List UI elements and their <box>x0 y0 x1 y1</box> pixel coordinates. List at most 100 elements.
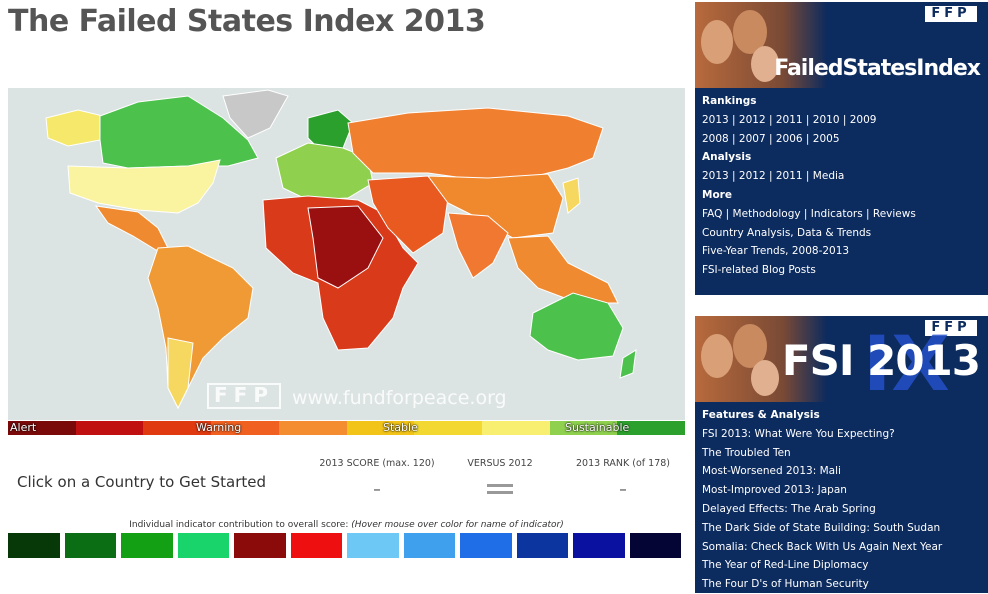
indicator-swatch[interactable] <box>234 533 286 558</box>
section-heading: Rankings <box>702 95 757 107</box>
page-title: The Failed States Index 2013 <box>8 4 486 39</box>
indicator-swatch[interactable] <box>290 533 342 558</box>
equal-bar <box>487 491 513 494</box>
equal-bar <box>487 484 513 487</box>
legend-swatch <box>617 421 686 435</box>
world-map[interactable]: FFP www.fundforpeace.org <box>8 88 685 420</box>
legend-bar <box>8 421 686 435</box>
new-zealand[interactable] <box>619 349 637 379</box>
sidebar-links: Rankings 2013 | 2012 | 2011 | 2010 | 2009… <box>695 88 988 280</box>
header-overlay: IX <box>863 319 950 403</box>
section-heading: Analysis <box>702 151 752 164</box>
fist <box>733 10 767 54</box>
central-africa[interactable] <box>307 205 384 289</box>
legend-swatch <box>481 421 550 435</box>
stat-label: 2013 RANK (of 178) <box>576 458 670 469</box>
section-heading: Features & Analysis <box>702 409 820 421</box>
sidebar-link[interactable]: The Year of Red-Line Diplomacy <box>702 559 869 572</box>
sidebar-link[interactable]: 2013 | 2012 | 2011 | Media <box>702 170 845 183</box>
india[interactable] <box>447 212 509 279</box>
watermark-logo-box <box>207 383 281 409</box>
header-art <box>695 316 988 402</box>
legend-swatch <box>346 421 415 435</box>
logo-box <box>925 320 977 336</box>
sidebar-link[interactable]: FAQ | Methodology | Indicators | Reviews <box>702 207 916 220</box>
sidebar-links: Features & Analysis FSI 2013: What Were Y… <box>695 402 988 594</box>
stat-label: VERSUS 2012 <box>467 458 533 469</box>
fist <box>751 360 779 396</box>
southeast-asia[interactable] <box>507 235 619 304</box>
sidebar-box: FFP FailedStatesIndex Rankings 2013 | 2012 … <box>695 2 988 295</box>
legend-swatch <box>414 421 482 435</box>
sidebar-link[interactable]: The Four D's of Human Security <box>702 578 869 591</box>
indicator-swatch[interactable] <box>64 533 116 558</box>
fist <box>701 334 733 378</box>
indicator-swatch[interactable] <box>629 533 681 558</box>
sidebar-link[interactable]: Delayed Effects: The Arab Spring <box>702 502 876 515</box>
greenland[interactable] <box>222 89 289 139</box>
indicator-swatch[interactable] <box>403 533 455 558</box>
legend-swatch <box>143 421 212 435</box>
stat-label: 2013 SCORE (max. 120) <box>319 458 435 469</box>
sidebar-header: FFP FailedStatesIndex <box>695 2 988 88</box>
fist <box>733 324 767 368</box>
legend-swatch <box>549 421 618 435</box>
china[interactable] <box>426 173 564 239</box>
indicator-swatch[interactable] <box>121 533 173 558</box>
header-title: FailedStatesIndex <box>774 56 981 81</box>
sidebar-link[interactable]: 2008 | 2007 | 2006 | 2005 <box>702 132 840 145</box>
header-art <box>695 2 988 88</box>
sidebar-link[interactable]: Most-Improved 2013: Japan <box>702 484 847 497</box>
legend-label: Sustainable <box>565 421 630 434</box>
sidebar-link[interactable]: The Dark Side of State Building: South S… <box>702 521 941 534</box>
fist <box>751 46 779 82</box>
ffp-logo: FFP <box>931 6 971 21</box>
stat-value: – <box>373 480 381 498</box>
fist <box>701 20 733 64</box>
indicator-swatch[interactable] <box>8 533 60 558</box>
indicator-swatch[interactable] <box>177 533 229 558</box>
indicator-hint: (Hover mouse over color for name of indi… <box>351 520 564 530</box>
alaska[interactable] <box>45 109 104 147</box>
legend-swatch <box>278 421 347 435</box>
indicator-swatches <box>8 533 681 558</box>
legend-label: Stable <box>383 421 418 434</box>
indicator-note-text: Individual indicator contribution to ove… <box>129 520 352 530</box>
indicator-swatch[interactable] <box>573 533 625 558</box>
header-title: FSI 2013 <box>781 336 981 385</box>
selection-prompt: Click on a Country to Get Started <box>17 473 267 491</box>
equal-icon <box>487 484 513 494</box>
legend-swatch <box>211 421 279 435</box>
sidebar-link[interactable]: The Troubled Ten <box>702 446 791 459</box>
sidebar-link[interactable]: Country Analysis, Data & Trends <box>702 226 872 239</box>
australia[interactable] <box>529 292 624 361</box>
sidebar-header: FFP IX FSI 2013 <box>695 316 988 402</box>
stat-value: – <box>619 480 627 498</box>
watermark-url: www.fundforpeace.org <box>292 387 507 409</box>
logo-box <box>925 6 977 22</box>
indicator-note: Individual indicator contribution to ove… <box>8 520 685 530</box>
sidebar-link[interactable]: FSI 2013: What Were You Expecting? <box>702 427 895 440</box>
section-heading: More <box>702 188 732 201</box>
watermark-logo: FFP <box>214 383 274 407</box>
legend-label: Alert <box>10 421 37 434</box>
sidebar-box: FFP IX FSI 2013 Features & Analysis FSI 2013… <box>695 316 988 593</box>
argentina[interactable] <box>167 337 194 410</box>
indicator-swatch[interactable] <box>460 533 512 558</box>
usa[interactable] <box>67 159 221 214</box>
sidebar-link[interactable]: Somalia: Check Back With Us Again Next Y… <box>702 540 943 553</box>
sidebar-link[interactable]: 2013 | 2012 | 2011 | 2010 | 2009 <box>702 113 877 126</box>
russia[interactable] <box>347 107 604 181</box>
indicator-swatch[interactable] <box>516 533 568 558</box>
watermark: FFP www.fundforpeace.org <box>207 383 507 409</box>
legend-swatch <box>75 421 144 435</box>
legend-label: Warning <box>196 421 242 434</box>
japan[interactable] <box>562 177 581 214</box>
legend-swatch <box>8 421 76 435</box>
sidebar-link[interactable]: Most-Worsened 2013: Mali <box>702 465 841 478</box>
canada[interactable] <box>99 95 259 169</box>
indicator-swatch[interactable] <box>347 533 399 558</box>
sidebar-link[interactable]: FSI-related Blog Posts <box>702 264 816 277</box>
sidebar-link[interactable]: Five-Year Trends, 2008-2013 <box>702 245 850 258</box>
